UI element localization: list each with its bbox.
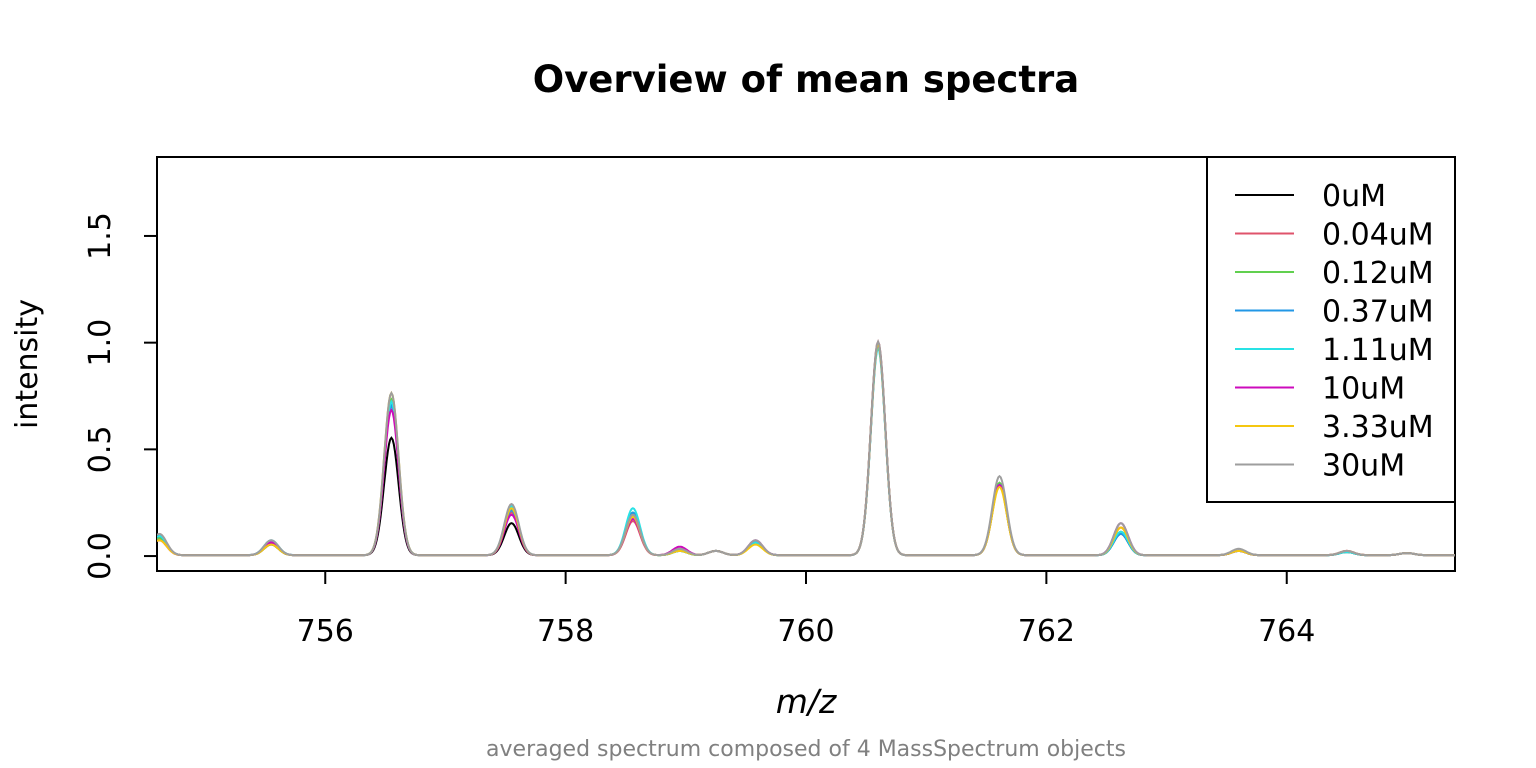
chart-subtitle: averaged spectrum composed of 4 MassSpec… (486, 737, 1126, 762)
series-layer (157, 339, 1455, 557)
legend-label: 0.04uM (1322, 218, 1434, 253)
y-tick-label: 1.5 (83, 212, 118, 260)
x-tick-label: 756 (297, 614, 354, 649)
x-tick-label: 764 (1258, 614, 1315, 649)
legend-label: 30uM (1322, 449, 1405, 484)
x-axis-label: m/z (776, 682, 837, 721)
y-tick-label: 1.0 (83, 319, 118, 367)
x-tick-label: 762 (1018, 614, 1075, 649)
x-tick-label: 760 (777, 614, 834, 649)
x-axis: 756 758 760 762 764 (297, 571, 1315, 649)
chart-title: Overview of mean spectra (533, 58, 1080, 101)
legend-label: 1.11uM (1322, 333, 1434, 368)
legend-label: 0uM (1322, 179, 1386, 214)
legend-label: 0.12uM (1322, 256, 1434, 291)
y-axis: 0.0 0.5 1.0 1.5 (83, 212, 157, 580)
x-tick-label: 758 (537, 614, 594, 649)
legend-label: 3.33uM (1322, 410, 1434, 445)
legend-label: 0.37uM (1322, 295, 1434, 330)
y-axis-label: intensity (10, 299, 45, 429)
y-tick-label: 0.0 (83, 532, 118, 580)
y-tick-label: 0.5 (83, 426, 118, 474)
legend-box (1206, 156, 1456, 503)
legend-label: 10uM (1322, 372, 1405, 407)
series-line-30uM (157, 339, 1455, 557)
